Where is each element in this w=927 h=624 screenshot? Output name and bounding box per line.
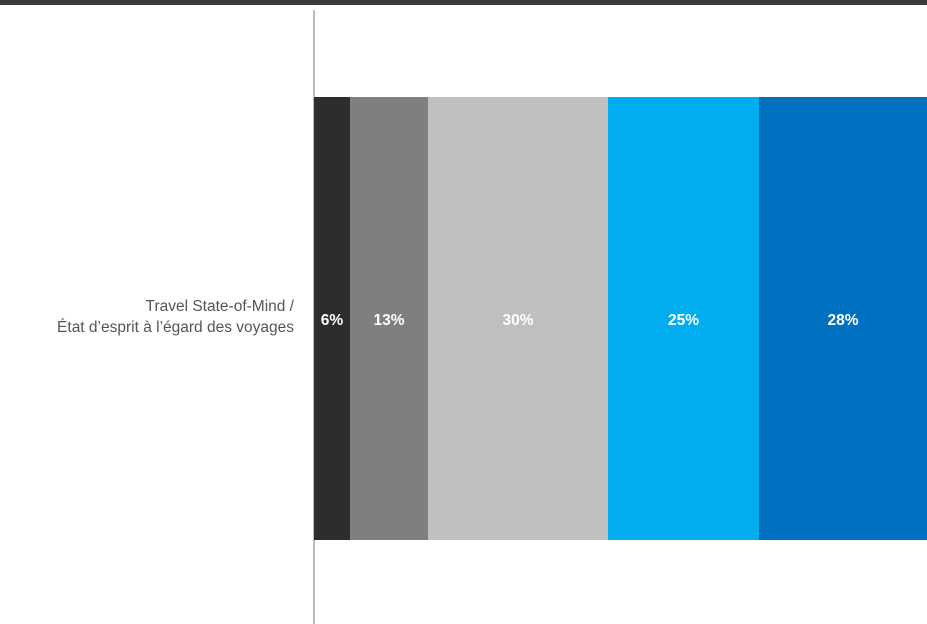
category-label-line-1: Travel State-of-Mind /: [145, 298, 294, 315]
data-label-3: 30%: [502, 312, 534, 329]
data-label-4: 25%: [667, 312, 700, 329]
bar-segment-1: 6%: [314, 97, 350, 540]
category-label-line-2: État d’esprit à l’égard des voyages: [57, 319, 294, 336]
stacked-bar: 6% 13% 30% 25% 28%: [314, 97, 927, 540]
data-label-1: 6%: [320, 312, 344, 329]
bar-segment-4: 25%: [608, 97, 759, 540]
category-label: Travel State-of-Mind / État d’esprit à l…: [57, 296, 294, 338]
data-label-2: 13%: [373, 312, 405, 329]
data-label-5: 28%: [827, 312, 859, 329]
bar-segment-3: 30%: [428, 97, 608, 540]
bar-segment-2: 13%: [350, 97, 428, 540]
top-rule: [0, 0, 927, 5]
bar-segment-5: 28%: [759, 97, 927, 540]
